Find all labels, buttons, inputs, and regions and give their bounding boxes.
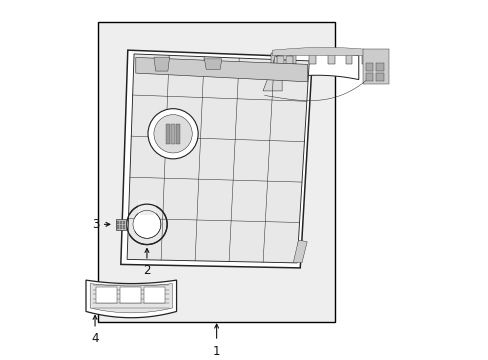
Polygon shape: [154, 57, 169, 71]
Polygon shape: [263, 55, 282, 91]
Bar: [328, 53, 334, 64]
Bar: [98, 22, 334, 322]
Bar: [309, 53, 315, 64]
Polygon shape: [136, 57, 307, 82]
Polygon shape: [275, 53, 358, 80]
Bar: [375, 63, 383, 71]
Text: 1: 1: [212, 345, 220, 357]
Polygon shape: [90, 284, 172, 313]
Bar: [165, 124, 170, 144]
Text: 5: 5: [246, 62, 254, 75]
Bar: [362, 49, 388, 84]
Polygon shape: [86, 280, 176, 318]
Bar: [96, 287, 117, 303]
Text: 4: 4: [91, 332, 99, 345]
Bar: [120, 221, 122, 224]
Bar: [117, 225, 119, 229]
Polygon shape: [272, 48, 376, 55]
Bar: [285, 55, 293, 76]
Bar: [345, 53, 351, 64]
Bar: [171, 124, 175, 144]
Bar: [122, 221, 125, 224]
Bar: [375, 73, 383, 81]
Text: 3: 3: [92, 218, 100, 231]
Text: 2: 2: [143, 264, 150, 278]
Bar: [176, 124, 180, 144]
Polygon shape: [127, 54, 309, 263]
Bar: [117, 221, 119, 224]
Bar: [138, 200, 155, 214]
Bar: [122, 225, 125, 229]
Bar: [270, 53, 277, 64]
Bar: [144, 287, 164, 303]
Bar: [276, 55, 283, 76]
Bar: [120, 225, 122, 229]
Bar: [115, 219, 126, 230]
Polygon shape: [121, 50, 312, 268]
Bar: [140, 210, 154, 215]
Polygon shape: [204, 59, 222, 69]
Circle shape: [154, 114, 192, 153]
Bar: [373, 53, 379, 64]
Circle shape: [148, 109, 198, 159]
Bar: [120, 287, 141, 303]
Circle shape: [133, 210, 161, 238]
Bar: [365, 63, 373, 71]
Polygon shape: [293, 240, 306, 263]
Bar: [289, 53, 296, 64]
Bar: [361, 53, 367, 64]
Bar: [365, 73, 373, 81]
